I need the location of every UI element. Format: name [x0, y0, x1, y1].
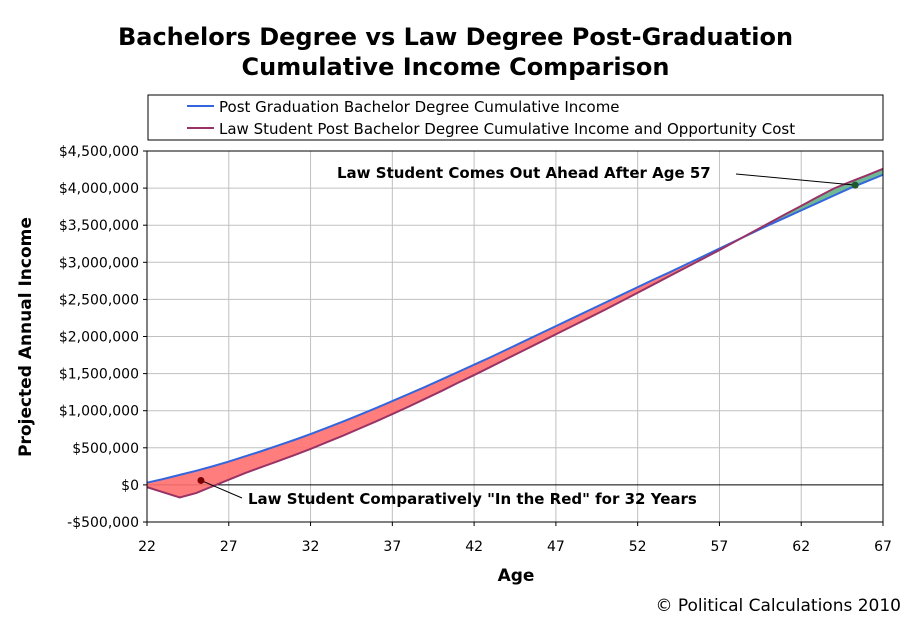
y-tick-label: $2,000,000: [59, 330, 139, 346]
series-line-law: [146, 167, 884, 499]
series-lines: [146, 167, 884, 499]
y-tick-label: $3,500,000: [59, 218, 139, 234]
annotation-ahead-marker: [851, 181, 859, 189]
x-axis-ticks: 22 27 32 37 42 47 52 57 62 67: [138, 522, 892, 555]
x-tick-label: 67: [874, 539, 892, 555]
x-tick-label: 42: [465, 539, 483, 555]
annotation-in-red-leader: [200, 479, 243, 499]
chart-title: Bachelors Degree vs Law Degree Post-Grad…: [0, 22, 911, 82]
legend-label-law: Law Student Post Bachelor Degree Cumulat…: [219, 120, 795, 138]
y-tick-label: $3,000,000: [59, 255, 139, 271]
x-tick-label: 37: [383, 539, 401, 555]
annotation-ahead-text: Law Student Comes Out Ahead After Age 57: [337, 164, 711, 182]
y-tick-label: $0: [121, 478, 139, 494]
credit-text: © Political Calculations 2010: [655, 596, 901, 616]
y-axis-title: Projected Annual Income: [16, 217, 36, 457]
gridlines: [147, 151, 883, 522]
chart-title-line-1: Bachelors Degree vs Law Degree Post-Grad…: [117, 23, 794, 51]
x-tick-label: 27: [220, 539, 238, 555]
y-tick-label: $4,500,000: [59, 144, 139, 160]
x-tick-label: 57: [711, 539, 729, 555]
annotation-ahead-leader: [735, 173, 856, 186]
legend-box: [147, 94, 884, 141]
x-tick-label: 52: [629, 539, 647, 555]
annotation-in-red-marker: [197, 476, 205, 484]
x-tick-label: 47: [547, 539, 565, 555]
annotations: Law Student Comparatively "In the Red" f…: [197, 164, 859, 508]
x-axis-title: Age: [498, 566, 535, 586]
y-tick-label: $1,500,000: [59, 367, 139, 383]
deficit-area: [147, 238, 742, 498]
y-tick-label: $4,000,000: [59, 181, 139, 197]
x-tick-label: 22: [138, 539, 156, 555]
y-axis-ticks: -$500,000 $0 $500,000 $1,000,000 $1,500,000 $…: [59, 144, 147, 531]
y-tick-label: $2,500,000: [59, 292, 139, 308]
x-tick-label: 62: [792, 539, 810, 555]
y-tick-label: -$500,000: [67, 515, 139, 531]
legend: Post Graduation Bachelor Degree Cumulati…: [147, 94, 884, 141]
x-tick-label: 32: [302, 539, 320, 555]
legend-label-bachelor: Post Graduation Bachelor Degree Cumulati…: [219, 98, 620, 116]
y-tick-label: $1,000,000: [59, 404, 139, 420]
chart-title-line-2: Cumulative Income Comparison: [241, 53, 670, 81]
series-line-bachelor: [146, 173, 884, 484]
annotation-in-red-text: Law Student Comparatively "In the Red" f…: [248, 490, 697, 508]
y-tick-label: $500,000: [72, 441, 139, 457]
